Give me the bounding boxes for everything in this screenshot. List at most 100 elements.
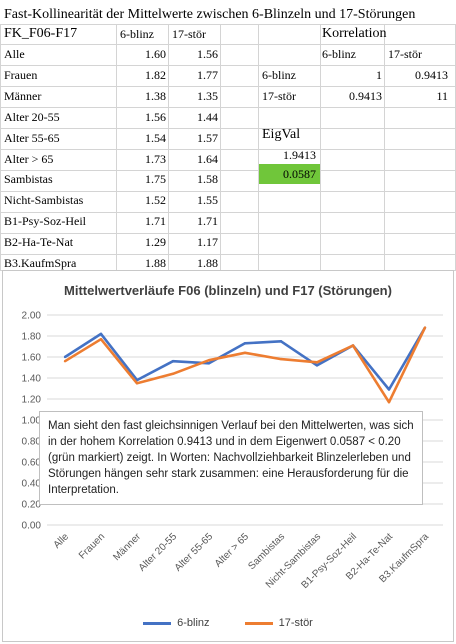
table-cell-17stoer[interactable]: 1.64 bbox=[197, 151, 218, 166]
line-chart[interactable]: Mittelwertverläufe F06 (blinzeln) und F1… bbox=[2, 270, 454, 642]
data-point[interactable] bbox=[315, 364, 319, 367]
data-point[interactable] bbox=[207, 362, 211, 365]
gridline bbox=[320, 24, 321, 270]
gridline bbox=[0, 170, 456, 171]
table-cell-6blinz[interactable]: 1.52 bbox=[145, 193, 166, 208]
table-row-label[interactable]: Sambistas bbox=[4, 172, 53, 187]
table-row-label[interactable]: Männer bbox=[4, 88, 42, 103]
table-row-label[interactable]: Alter 55-65 bbox=[4, 130, 60, 145]
table-cell-6blinz[interactable]: 1.56 bbox=[145, 109, 166, 124]
table-header-17stoer[interactable]: 17-stör bbox=[172, 27, 206, 41]
table-cell-17stoer[interactable]: 1.44 bbox=[197, 109, 218, 124]
gridline bbox=[0, 107, 456, 108]
korrelation-cell[interactable]: 0.9413 bbox=[415, 68, 448, 82]
table-cell-6blinz[interactable]: 1.60 bbox=[145, 47, 166, 61]
data-point[interactable] bbox=[351, 344, 355, 347]
series-line-6blinz[interactable] bbox=[64, 326, 427, 391]
table-cell-17stoer[interactable]: 1.35 bbox=[197, 88, 218, 103]
table-cell-17stoer[interactable]: 1.56 bbox=[197, 47, 218, 61]
data-point[interactable] bbox=[99, 332, 103, 336]
korrelation-row-label[interactable]: 17-stör bbox=[262, 89, 296, 103]
table-row-label[interactable]: Alter 20-55 bbox=[4, 109, 60, 124]
table-row-label[interactable]: B3.KaufmSpra bbox=[4, 256, 77, 270]
gridline bbox=[0, 24, 1, 270]
legend-swatch-6blinz bbox=[143, 621, 172, 625]
table-cell-17stoer[interactable]: 1.58 bbox=[197, 172, 218, 187]
gridline bbox=[0, 65, 456, 66]
table-cell-17stoer[interactable]: 1.77 bbox=[197, 67, 218, 82]
data-point[interactable] bbox=[387, 388, 391, 391]
table-header-6blinz[interactable]: 6-blinz bbox=[120, 27, 154, 41]
korrelation-col-6blinz[interactable]: 6-blinz bbox=[322, 47, 356, 61]
data-point[interactable] bbox=[207, 358, 211, 362]
gridline bbox=[116, 24, 117, 270]
gridline bbox=[384, 24, 385, 270]
table-cell-6blinz[interactable]: 1.71 bbox=[145, 214, 166, 229]
table-cell-17stoer[interactable]: 1.17 bbox=[197, 235, 218, 250]
gridline bbox=[0, 212, 456, 213]
korrelation-cell[interactable]: 0.9413 bbox=[349, 89, 382, 103]
eigval-label[interactable]: EigVal bbox=[262, 127, 301, 142]
chart-legend: 6-blinz 17-stör bbox=[3, 617, 453, 629]
legend-item-6blinz: 6-blinz bbox=[143, 617, 210, 629]
gridline bbox=[0, 128, 456, 129]
eigval-highlight bbox=[259, 164, 320, 184]
data-point[interactable] bbox=[243, 351, 247, 354]
data-point[interactable] bbox=[171, 372, 175, 375]
x-tick-label: Alle bbox=[52, 531, 72, 551]
table-row-label[interactable]: Nicht-Sambistas bbox=[4, 193, 84, 208]
table-cell-17stoer[interactable]: 1.88 bbox=[197, 256, 218, 270]
korrelation-row-label[interactable]: 6-blinz bbox=[262, 68, 296, 82]
y-tick-label: 1.80 bbox=[22, 332, 42, 343]
y-tick-label: 1.20 bbox=[22, 395, 42, 406]
y-tick-label: 0.80 bbox=[22, 437, 42, 448]
table-cell-6blinz[interactable]: 1.88 bbox=[145, 256, 166, 270]
data-point[interactable] bbox=[135, 382, 139, 385]
table-header-label[interactable]: FK_F06-F17 bbox=[4, 26, 78, 41]
table-cell-6blinz[interactable]: 1.75 bbox=[145, 172, 166, 187]
data-point[interactable] bbox=[387, 400, 391, 404]
data-point[interactable] bbox=[243, 342, 247, 345]
table-cell-6blinz[interactable]: 1.82 bbox=[145, 67, 166, 82]
gridline bbox=[0, 149, 456, 150]
y-tick-label: 1.60 bbox=[22, 353, 42, 364]
x-tick-label: Frauen bbox=[77, 531, 107, 561]
table-cell-17stoer[interactable]: 1.57 bbox=[197, 130, 218, 145]
table-row-label[interactable]: B2-Ha-Te-Nat bbox=[4, 235, 74, 250]
table-cell-17stoer[interactable]: 1.55 bbox=[197, 193, 218, 208]
gridline bbox=[0, 86, 456, 87]
korrelation-title[interactable]: Korrelation bbox=[322, 26, 387, 41]
legend-label: 6-blinz bbox=[177, 617, 210, 629]
table-row-label[interactable]: Alle bbox=[4, 47, 25, 61]
gridline bbox=[0, 254, 456, 255]
data-point[interactable] bbox=[99, 337, 103, 341]
data-point[interactable] bbox=[279, 340, 283, 343]
data-point[interactable] bbox=[423, 326, 427, 329]
chart-title: Mittelwertverläufe F06 (blinzeln) und F1… bbox=[64, 283, 392, 298]
data-point[interactable] bbox=[171, 360, 175, 363]
data-point[interactable] bbox=[63, 355, 67, 359]
korrelation-col-17stoer[interactable]: 17-stör bbox=[388, 47, 422, 61]
table-row-label[interactable]: Alter > 65 bbox=[4, 151, 54, 166]
table-row-label[interactable]: B1-Psy-Soz-Heil bbox=[4, 214, 86, 229]
table-cell-17stoer[interactable]: 1.71 bbox=[197, 214, 218, 229]
table-cell-6blinz[interactable]: 1.54 bbox=[145, 130, 166, 145]
korrelation-cell[interactable]: 1 bbox=[376, 68, 382, 82]
data-point[interactable] bbox=[279, 357, 283, 361]
data-point[interactable] bbox=[63, 360, 67, 363]
table-cell-6blinz[interactable]: 1.73 bbox=[145, 151, 166, 166]
chart-annotation[interactable]: Man sieht den fast gleichsinnigen Verlau… bbox=[39, 411, 423, 505]
eigval-value-2[interactable]: 0.0587 bbox=[283, 167, 316, 181]
korrelation-cell[interactable]: 11 bbox=[436, 89, 448, 103]
y-tick-label: 1.00 bbox=[22, 416, 42, 427]
y-tick-label: 0.20 bbox=[22, 500, 42, 511]
table-cell-6blinz[interactable]: 1.29 bbox=[145, 235, 166, 250]
y-tick-label: 0.00 bbox=[22, 521, 42, 532]
sheet-title[interactable]: Fast-Kollinearität der Mittelwerte zwisc… bbox=[4, 7, 416, 22]
table-row-label[interactable]: Frauen bbox=[4, 67, 38, 82]
eigval-value-1[interactable]: 1.9413 bbox=[283, 148, 316, 162]
data-point[interactable] bbox=[315, 361, 319, 364]
series-line-17stoer[interactable] bbox=[64, 327, 427, 404]
table-cell-6blinz[interactable]: 1.38 bbox=[145, 88, 166, 103]
